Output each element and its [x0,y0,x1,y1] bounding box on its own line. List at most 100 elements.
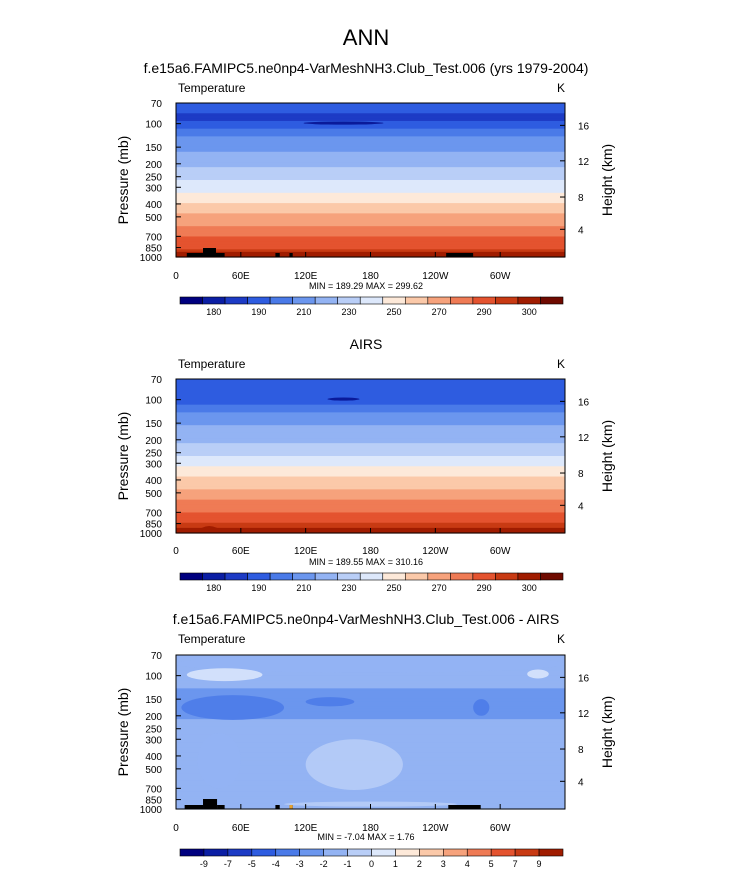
x-tick-label: 60E [232,823,250,834]
colorbar-label: 210 [296,307,311,317]
x-tick-label: 120E [294,823,318,834]
colorbar-label: 250 [387,583,402,593]
contour-band [176,149,565,153]
contour-band [176,448,565,452]
contour-band [176,471,565,475]
colorbar-label: -7 [224,859,232,869]
warm-spot [289,805,293,809]
colorbar-label: 210 [296,583,311,593]
contour-band [176,417,565,421]
contour-band [176,133,565,137]
topography-mask [186,253,204,257]
variable-label: Temperature [178,357,246,371]
difference-feature [197,733,241,789]
contour-band [176,698,565,702]
topography-mask [203,799,218,809]
colorbar-label: 270 [432,307,447,317]
contour-band [176,228,565,232]
topography-mask [184,805,204,809]
contour-band [176,714,565,718]
colorbar-label: 270 [432,583,447,593]
contour-band [176,793,565,797]
contour-band [176,159,565,163]
colorbar-label: 4 [465,859,470,869]
panel-3: f.e15a6.FAMIPC5.ne0np4-VarMeshNH3.Club_T… [115,611,615,869]
colorbar-label: 180 [206,307,221,317]
contour-band [176,473,565,478]
colorbar-swatch [490,848,516,857]
colorbar-swatch [314,572,339,581]
x-tick-label: 0 [173,271,179,282]
topography-mask [217,805,225,809]
y-tick-label: 150 [145,419,162,430]
right-tick-label: 8 [578,469,584,480]
y-tick-label: 400 [145,476,162,487]
colorbar-swatch [314,296,339,305]
contour-band [176,164,565,168]
contour-band [176,156,565,161]
y-axis-right-title: Height (km) [599,144,615,216]
min-max-stats: MIN = 189.55 MAX = 310.16 [309,557,423,567]
contour-band [176,399,565,403]
colorbar-label: -1 [344,859,352,869]
contour-field [176,379,565,534]
contour-band [176,192,565,196]
difference-feature [305,697,355,707]
contour-band [176,525,565,529]
colorbar-swatch [382,572,406,581]
colorbar-label: 7 [513,859,518,869]
contour-band [176,461,565,465]
right-tick-label: 8 [578,193,584,204]
contour-band [176,719,565,723]
right-tick-label: 8 [578,745,584,756]
colorbar-swatch [472,572,496,581]
y-tick-label: 700 [145,232,162,243]
y-tick-label: 850 [145,244,162,255]
contour-band [176,407,565,411]
colorbar-label: 300 [522,307,537,317]
contour-band [176,701,565,705]
contour-band [176,103,565,107]
right-tick-label: 16 [578,673,590,684]
right-tick-label: 4 [578,777,584,788]
colorbar-swatch [337,572,361,581]
contour-band [176,494,565,498]
contour-band [176,520,565,524]
x-tick-label: 60E [232,546,250,557]
colorbar-label: 290 [477,307,492,317]
right-tick-label: 16 [578,397,590,408]
contour-band [176,515,565,519]
contour-band [176,167,565,171]
panels: f.e15a6.FAMIPC5.ne0np4-VarMeshNH3.Club_T… [115,60,615,869]
contour-band [176,696,565,700]
colorbar-swatch [495,296,519,305]
colorbar-label: 0 [369,859,374,869]
colorbar-swatch [323,848,348,857]
contour-band [176,226,565,230]
colorbar-swatch [269,296,293,305]
difference-feature [186,668,263,682]
contour-band [176,672,565,677]
y-tick-label: 70 [151,651,163,662]
contour-field [176,103,565,258]
colorbar-swatch [247,296,271,305]
colorbar-swatch [540,296,564,305]
contour-band [176,180,565,184]
difference-feature [181,695,285,720]
contour-band [176,489,565,493]
contour-band [176,249,565,253]
colorbar-swatch [203,848,229,857]
y-tick-label: 100 [145,120,162,131]
y-tick-label: 500 [145,489,162,500]
colorbar-swatch [540,572,564,581]
contour-band [176,721,565,725]
colorbar-label: -2 [320,859,328,869]
difference-feature [305,739,403,790]
y-tick-label: 850 [145,520,162,531]
y-tick-label: 100 [145,672,162,683]
contour-band [176,737,565,741]
y-tick-label: 500 [145,765,162,776]
contour-band [176,420,565,424]
difference-feature [473,699,490,716]
colorbar-swatch [371,848,396,857]
